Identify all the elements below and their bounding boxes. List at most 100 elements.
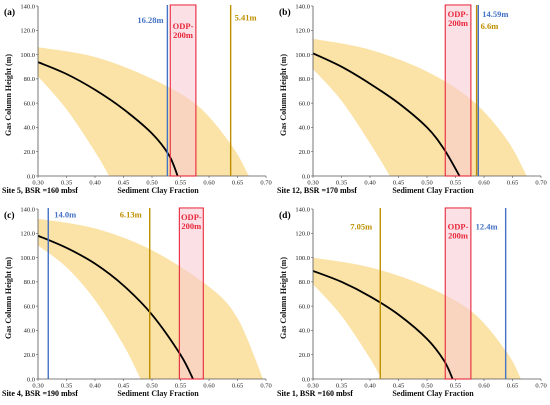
uncertainty-band	[38, 218, 264, 379]
y-tick-label: 20.0	[299, 352, 310, 359]
x-tick-label: 0.45	[118, 180, 129, 187]
y-tick-label: 100.0	[20, 255, 35, 262]
threshold-label: 12.4m	[476, 222, 498, 232]
x-tick-label: 0.50	[421, 383, 432, 390]
odp-range-fill	[445, 209, 471, 379]
x-tick-label: 0.50	[421, 180, 432, 187]
threshold-label: 5.41m	[235, 13, 257, 23]
gas-column-curve	[313, 52, 461, 176]
gas-column-curve	[38, 61, 179, 176]
x-tick-label: 0.70	[260, 383, 271, 390]
y-tick-label: 60.0	[299, 100, 310, 107]
x-tick-label: 0.65	[507, 180, 518, 187]
odp-label: ODP-200m	[173, 21, 194, 40]
y-tick-label: 100.0	[295, 255, 310, 262]
y-tick-label: 80.0	[299, 76, 310, 83]
odp-range-box	[444, 207, 472, 380]
x-tick-label: 0.40	[89, 180, 100, 187]
x-axis-title: Sediment Clay Fraction	[392, 186, 474, 195]
site-label: Site 4, BSR =190 mbsf	[2, 389, 78, 398]
chart-panel: 14.0m 6.13m ODP-200m 0.30 0.35 0.40 0.45 0.50 0.…	[2, 206, 272, 398]
threshold-label: 6.13m	[120, 210, 142, 220]
y-tick-label: 60.0	[24, 100, 35, 107]
odp-range-fill	[179, 209, 204, 379]
y-axis-title: Gas Column Height (m)	[279, 54, 288, 136]
x-tick-label: 0.60	[478, 383, 489, 390]
x-tick-label: 0.70	[535, 180, 546, 187]
x-tick-label: 0.45	[393, 383, 404, 390]
odp-label: ODP-200m	[181, 212, 202, 231]
x-axis-title: Sediment Clay Fraction	[117, 389, 199, 398]
y-tick-label: 40.0	[299, 125, 310, 132]
odp-range-box	[178, 207, 204, 380]
y-tick-label: 60.0	[299, 303, 310, 310]
y-tick-label: 40.0	[24, 328, 35, 335]
x-tick-label: 0.45	[118, 383, 129, 390]
y-tick-label: 120.0	[295, 231, 310, 238]
site-label: Site 12, BSR =170 mbsf	[277, 186, 357, 195]
y-tick-label: 140.0	[20, 206, 35, 213]
x-tick-label: 0.55	[175, 180, 186, 187]
y-tick-label: 0.0	[27, 173, 35, 180]
uncertainty-band	[38, 47, 249, 176]
panel-tag: (a)	[4, 7, 15, 18]
x-tick-label: 0.65	[232, 180, 243, 187]
y-tick-label: 40.0	[24, 125, 35, 132]
plot-area	[313, 6, 527, 176]
x-tick-label: 0.35	[61, 180, 72, 187]
x-tick-label: 0.40	[364, 383, 375, 390]
x-tick-label: 0.35	[336, 383, 347, 390]
odp-range-box	[444, 4, 472, 177]
x-tick-label: 0.30	[32, 180, 43, 187]
odp-range-box	[169, 4, 197, 177]
x-tick-label: 0.30	[32, 383, 43, 390]
y-axis-title: Gas Column Height (m)	[279, 257, 288, 339]
x-tick-label: 0.65	[507, 383, 518, 390]
gas-column-curve	[313, 270, 454, 379]
x-tick-label: 0.70	[535, 383, 546, 390]
threshold-label: 16.28m	[137, 15, 163, 25]
y-tick-label: 120.0	[20, 231, 35, 238]
y-tick-label: 40.0	[299, 328, 310, 335]
y-tick-label: 60.0	[24, 303, 35, 310]
y-tick-label: 80.0	[24, 279, 35, 286]
x-tick-label: 0.60	[203, 180, 214, 187]
x-tick-label: 0.50	[146, 383, 157, 390]
x-tick-label: 0.60	[203, 383, 214, 390]
odp-label: ODP-200m	[448, 9, 469, 28]
y-tick-label: 140.0	[20, 3, 35, 10]
y-tick-label: 20.0	[299, 149, 310, 156]
x-tick-label: 0.65	[232, 383, 243, 390]
chart-panel: 16.28m 5.41m ODP-200m 0.30 0.35 0.40 0.45 0.50 0…	[2, 3, 272, 195]
plot-area	[38, 209, 264, 379]
odp-range-fill	[445, 6, 471, 176]
x-tick-label: 0.40	[364, 180, 375, 187]
threshold-label: 14.59m	[482, 9, 508, 19]
gas-column-curve	[38, 234, 194, 379]
y-tick-label: 0.0	[27, 376, 35, 383]
y-tick-label: 120.0	[295, 28, 310, 35]
x-tick-label: 0.35	[61, 383, 72, 390]
site-label: Site 5, BSR =160 mbsf	[2, 186, 78, 195]
y-axis-title: Gas Column Height (m)	[4, 257, 13, 339]
y-tick-label: 80.0	[299, 279, 310, 286]
odp-range-fill	[170, 6, 196, 176]
y-tick-label: 100.0	[20, 52, 35, 59]
chart-panel: 14.59m 6.6m ODP-200m 0.30 0.35 0.40 0.45 0.50 0.…	[277, 3, 547, 195]
x-axis-title: Sediment Clay Fraction	[392, 389, 474, 398]
y-tick-label: 0.0	[302, 376, 310, 383]
threshold-label: 6.6m	[481, 21, 499, 31]
x-tick-label: 0.30	[307, 180, 318, 187]
x-tick-label: 0.40	[89, 383, 100, 390]
x-tick-label: 0.55	[450, 383, 461, 390]
y-tick-label: 100.0	[295, 52, 310, 59]
y-axis-title: Gas Column Height (m)	[4, 54, 13, 136]
x-tick-label: 0.45	[393, 180, 404, 187]
plot-area	[38, 6, 249, 176]
x-tick-label: 0.55	[175, 383, 186, 390]
uncertainty-band	[313, 257, 522, 379]
x-tick-label: 0.50	[146, 180, 157, 187]
y-tick-label: 140.0	[295, 3, 310, 10]
x-tick-label: 0.35	[336, 180, 347, 187]
x-axis-title: Sediment Clay Fraction	[117, 186, 199, 195]
